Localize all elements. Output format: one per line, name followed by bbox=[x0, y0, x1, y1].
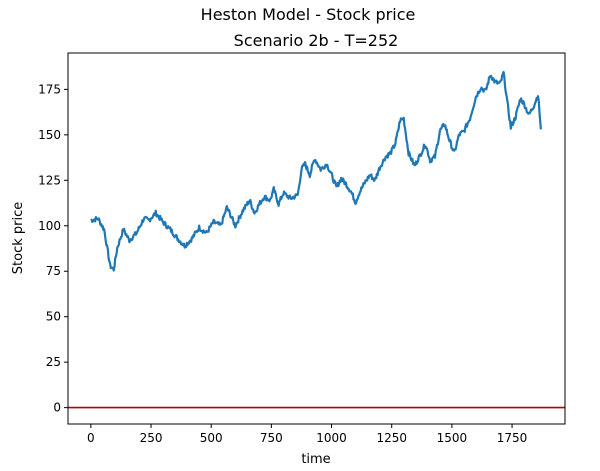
x-tick-label: 1750 bbox=[497, 431, 528, 445]
x-tick-label: 1500 bbox=[437, 431, 468, 445]
y-tick-label: 100 bbox=[38, 219, 61, 233]
x-tick-label: 750 bbox=[260, 431, 283, 445]
y-tick-label: 125 bbox=[38, 173, 61, 187]
x-axis: 0 250 500 750 1000 1250 1500 1750 bbox=[87, 424, 527, 445]
y-tick-label: 0 bbox=[53, 401, 61, 415]
y-tick-label: 175 bbox=[38, 82, 61, 96]
x-tick-label: 1000 bbox=[316, 431, 347, 445]
y-tick-label: 75 bbox=[46, 264, 61, 278]
y-tick-label: 150 bbox=[38, 128, 61, 142]
chart-subtitle: Scenario 2b - T=252 bbox=[234, 31, 399, 50]
y-axis: 0 25 50 75 100 125 150 175 bbox=[38, 82, 68, 415]
y-axis-label: Stock price bbox=[11, 202, 26, 274]
series-layer bbox=[68, 70, 565, 409]
x-axis-label: time bbox=[301, 452, 330, 467]
x-tick-label: 0 bbox=[87, 431, 95, 445]
x-tick-label: 500 bbox=[200, 431, 223, 445]
y-tick-label: 25 bbox=[46, 355, 61, 369]
y-tick-label: 50 bbox=[46, 310, 61, 324]
x-tick-label: 1250 bbox=[376, 431, 407, 445]
chart-title: Heston Model - Stock price bbox=[201, 5, 416, 24]
plot-frame bbox=[67, 52, 566, 425]
x-tick-label: 250 bbox=[140, 431, 163, 445]
series-line-stock-price bbox=[90, 70, 542, 272]
